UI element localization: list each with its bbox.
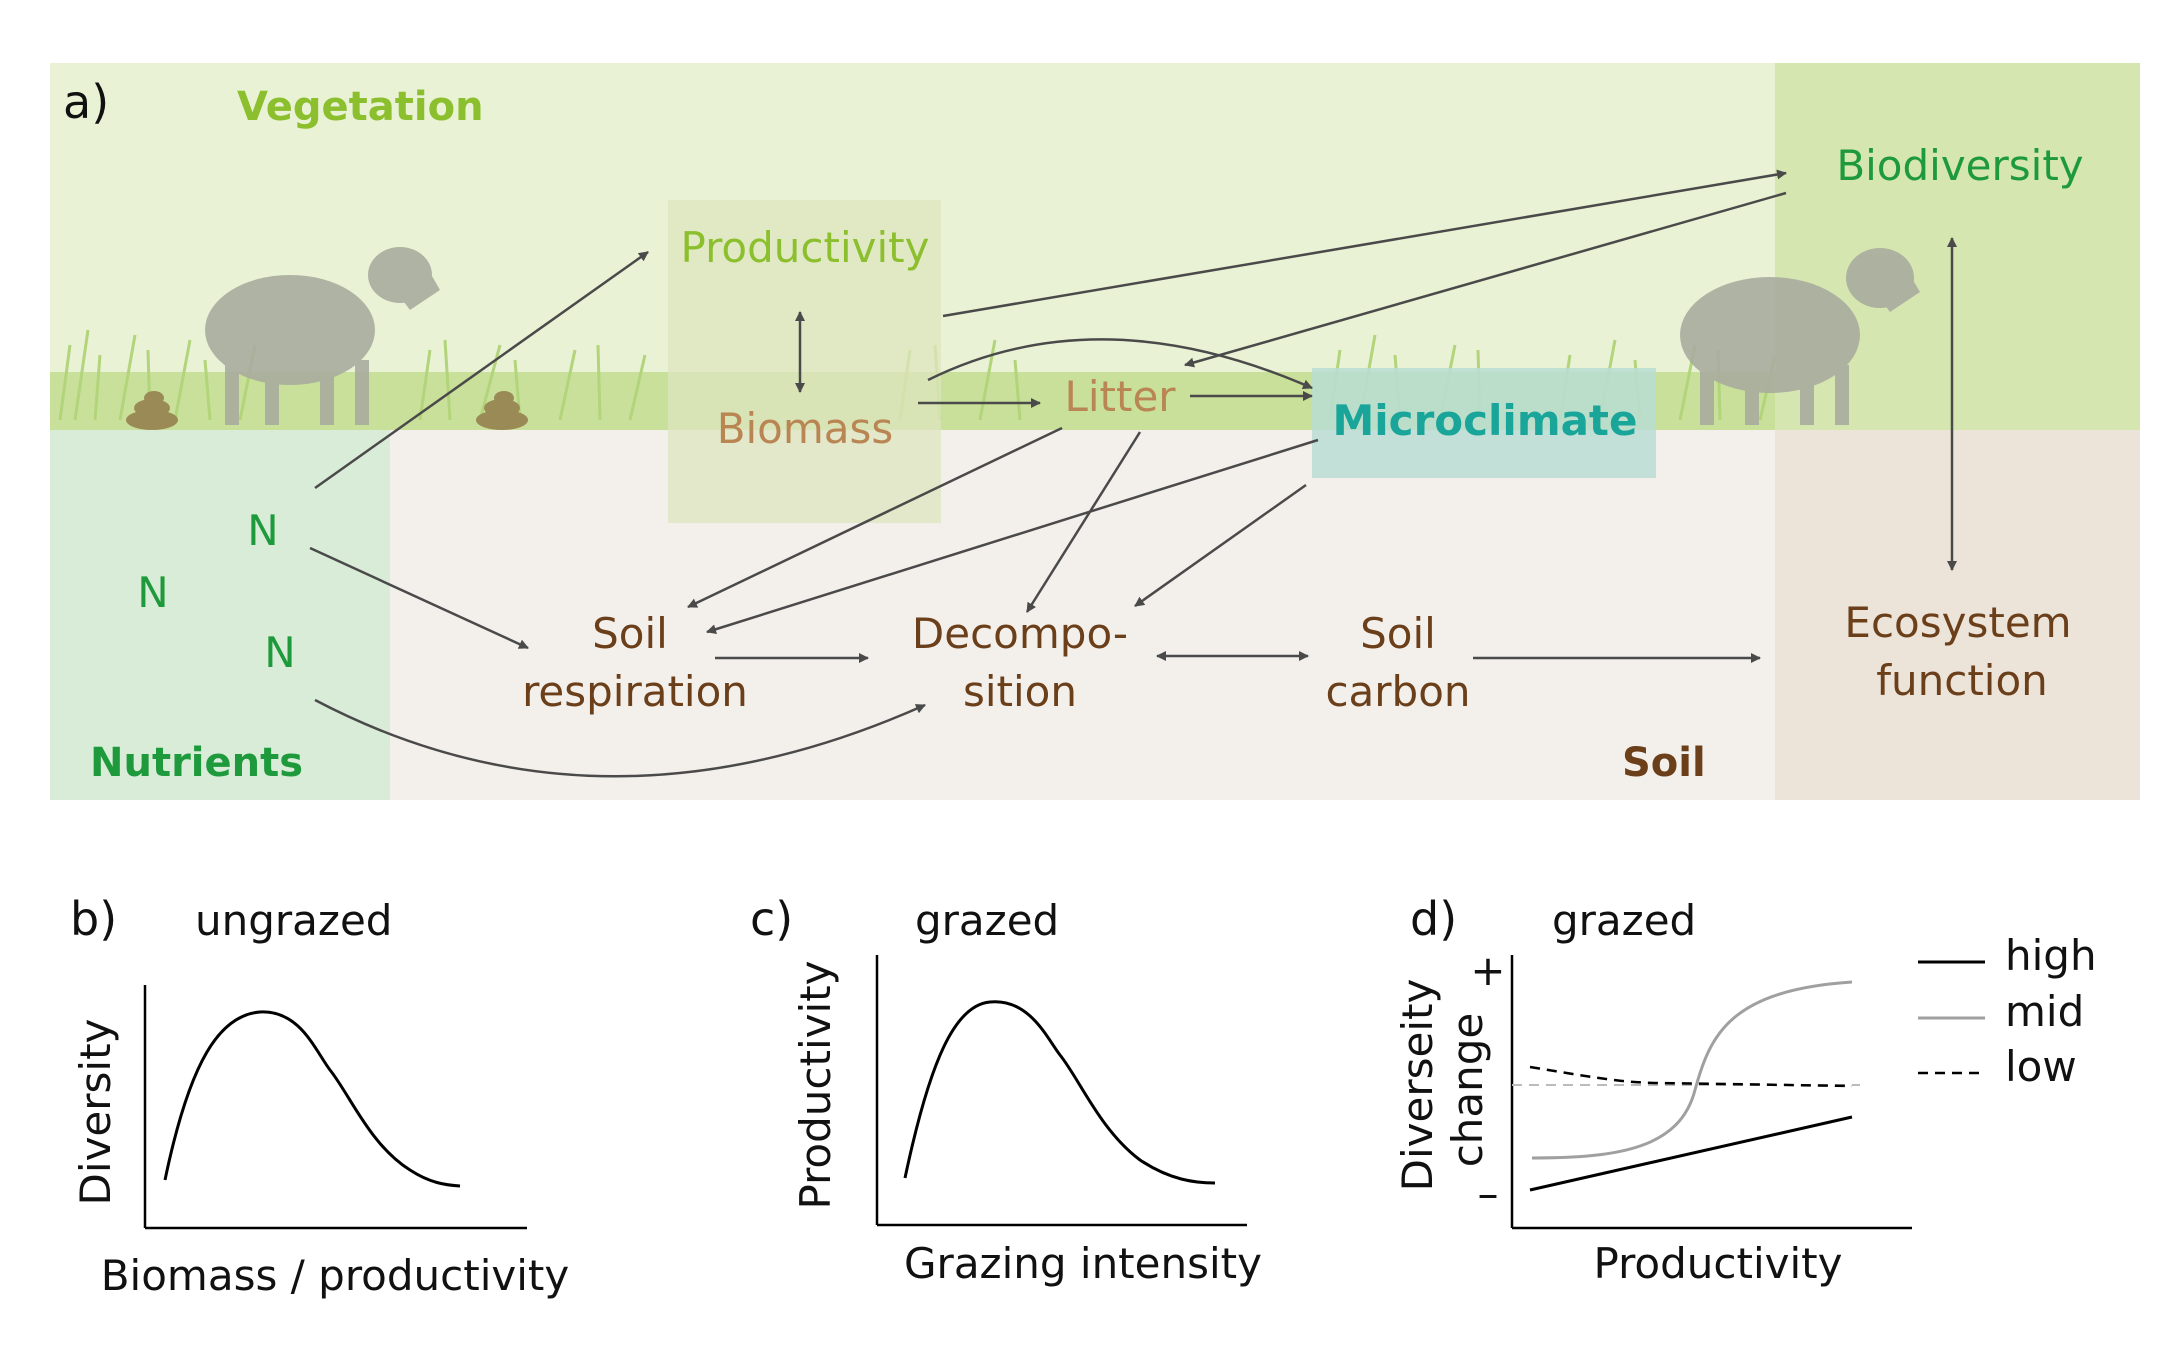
panel-b-title: ungrazed [195,896,392,945]
microclimate-box [1312,368,1656,478]
arrow-productivity-biodiversity [942,169,1787,318]
panel-b: b) ungrazed Diversity Biomass / producti… [70,892,569,1300]
arrow-biomass-microclimate [927,338,1313,390]
panel-c-curve [903,1000,1216,1185]
panel-d-minus: – [1478,1169,1499,1218]
vegetation-label: Vegetation [237,84,484,130]
panel-d-xlabel: Productivity [1594,1239,1843,1288]
panel-d-series-high [1529,1115,1853,1192]
panel-c-title: grazed [915,896,1059,945]
panel-d: d) grazed + – change Diverseity Producti… [1393,892,2097,1288]
biomass-node: Biomass [717,404,894,453]
decomposition-line-1: Decompo- [912,609,1128,658]
soil-respiration-line-2: respiration [522,667,748,716]
soil-label: Soil [1622,740,1706,786]
right-column-bottom [1775,430,2140,800]
nutrients-label: Nutrients [90,740,303,786]
microclimate-node: Microclimate [1332,396,1637,445]
panel-a-label: a) [63,75,109,129]
nutrient-n-1: N [247,506,278,555]
nutrients-zone [50,430,390,800]
arrow-n-soil-respiration [309,546,529,650]
legend-label-mid: mid [2005,987,2084,1036]
panel-c: c) grazed Productivity Grazing intensity [750,892,1262,1288]
panel-d-series-mid [1531,980,1853,1160]
biodiversity-node: Biodiversity [1836,141,2083,190]
arrow-n-decomposition [314,698,926,778]
arrow-microclimate-soil-respiration [706,438,1319,635]
panel-b-curve [163,1010,461,1188]
panel-c-xlabel: Grazing intensity [904,1239,1262,1288]
panel-d-series-low [1529,1065,1853,1088]
legend-label-low: low [2005,1042,2077,1091]
nutrient-n-3: N [264,628,295,677]
panel-c-ylabel: Productivity [791,961,840,1210]
arrow-litter-soil-respiration [687,426,1063,609]
panel-b-label: b) [70,892,117,946]
arrow-biodiversity-litter [1184,191,1787,368]
ecosystem-function-line-1: Ecosystem [1844,598,2071,647]
soil-respiration-line-1: Soil [592,609,668,658]
arrows [309,169,1957,778]
arrow-litter-decomposition [1025,431,1142,613]
panel-a: a) Vegetation Nutrients Soil Productivit… [50,63,2140,800]
panel-d-plus: + [1470,946,1505,995]
panel-d-label: d) [1410,892,1457,946]
soil-carbon-line-1: Soil [1360,609,1436,658]
sheep-left-icon [205,247,440,425]
panel-d-ylabel-line-1: Diverseity [1393,979,1442,1192]
panel-b-ylabel: Diversity [71,1019,120,1206]
dung-icon [126,391,528,430]
panel-c-label: c) [750,892,793,946]
sheep-right-icon [1680,248,1920,425]
panel-b-xlabel: Biomass / productivity [101,1251,570,1300]
arrow-n-productivity [314,250,649,490]
panel-d-legend: high mid low [1918,931,2097,1091]
nutrient-n-2: N [137,568,168,617]
panel-d-title: grazed [1552,896,1696,945]
panel-d-ylabel-line-2: change [1443,1013,1492,1168]
productivity-node: Productivity [681,223,930,272]
litter-node: Litter [1064,372,1176,421]
legend-label-high: high [2005,931,2097,980]
decomposition-line-2: sition [963,667,1077,716]
ecosystem-function-line-2: function [1876,656,2048,705]
arrow-microclimate-decomposition [1134,483,1307,608]
soil-carbon-line-2: carbon [1325,667,1470,716]
